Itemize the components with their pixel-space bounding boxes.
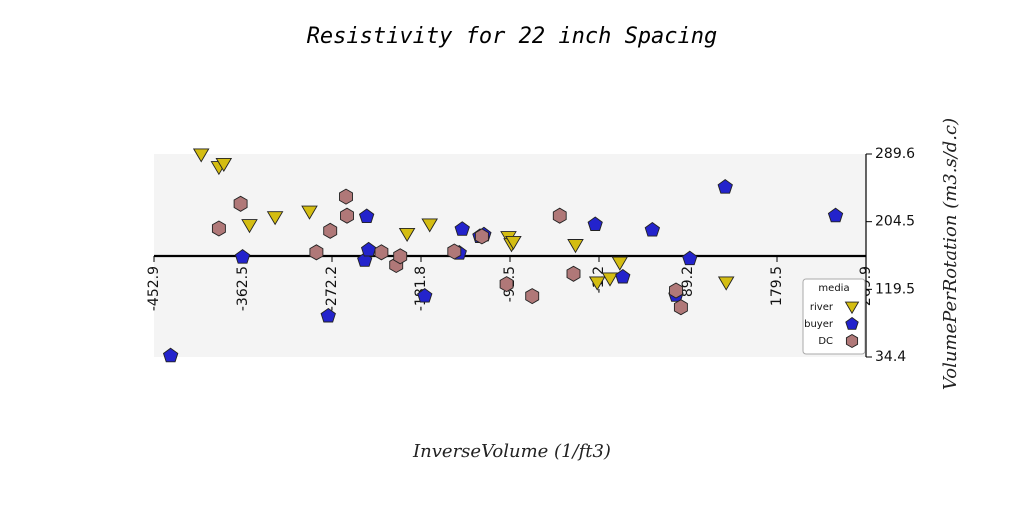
data-point-river <box>717 276 735 291</box>
x-tick-label: -362.5 <box>235 266 251 311</box>
y-tick-label: 34.4 <box>875 349 906 365</box>
y-axis-label: VolumePerRotation (m3.s/d.c) <box>940 118 961 390</box>
data-points <box>162 148 844 363</box>
data-point-dc <box>474 228 489 245</box>
y-tick-label: 204.5 <box>875 214 915 230</box>
data-point-dc <box>393 248 408 265</box>
data-point-river <box>567 239 584 254</box>
data-point-buyer <box>682 250 698 266</box>
legend-label: DC <box>818 336 833 347</box>
data-point-river <box>398 227 416 242</box>
data-point-buyer <box>360 241 377 257</box>
data-point-dc <box>669 282 683 299</box>
data-point-dc <box>447 243 462 260</box>
legend: media river buyer DC <box>802 278 866 355</box>
data-point-river <box>505 235 522 250</box>
x-tick-group: -452.9-362.5-272.2-181.8-91.5-1.289.2179… <box>146 256 874 311</box>
data-point-dc <box>499 276 514 293</box>
data-point-buyer <box>162 347 179 363</box>
data-point-buyer <box>644 221 661 237</box>
data-point-dc <box>340 207 354 224</box>
legend-marker <box>845 333 859 349</box>
legend-title: media <box>818 283 849 294</box>
data-point-river <box>215 157 233 172</box>
legend-marker <box>844 301 860 315</box>
data-point-buyer <box>615 268 631 284</box>
data-point-buyer <box>358 208 375 224</box>
x-tick-label: -452.9 <box>146 266 162 311</box>
x-axis-label: InverseVolume (1/ft3) <box>412 441 611 462</box>
data-point-dc <box>339 188 353 205</box>
legend-box <box>802 278 866 355</box>
data-point-river <box>266 211 284 226</box>
data-point-dc <box>673 299 688 316</box>
y-tick-label: 289.6 <box>875 146 915 162</box>
data-point-buyer <box>417 288 433 303</box>
legend-marker <box>845 316 859 330</box>
x-tick-label: -272.2 <box>324 266 340 311</box>
data-point-river <box>611 256 629 271</box>
data-point-dc <box>323 222 338 239</box>
data-point-river <box>588 276 606 291</box>
x-tick-label: 179.5 <box>769 266 785 306</box>
chart-title: Resistivity for 22 inch Spacing <box>307 24 718 49</box>
data-point-buyer <box>320 307 336 323</box>
data-point-dc <box>374 244 389 261</box>
data-point-dc <box>211 220 226 237</box>
legend-label: river <box>810 302 834 313</box>
legend-items: river buyer DC <box>804 301 860 349</box>
data-point-dc <box>566 265 581 282</box>
data-point-dc <box>233 195 248 212</box>
data-point-buyer <box>587 216 603 231</box>
data-point-river <box>192 148 210 163</box>
y-tick-label: 119.5 <box>875 281 915 297</box>
legend-label: buyer <box>804 319 834 330</box>
x-tick-label: 89.2 <box>680 266 696 297</box>
data-point-buyer <box>827 207 844 223</box>
data-point-buyer <box>454 221 470 236</box>
x-tick-label: -181.8 <box>413 266 429 311</box>
data-point-buyer <box>234 249 251 264</box>
data-point-dc <box>552 207 567 224</box>
data-point-river <box>601 272 619 287</box>
data-point-dc <box>525 288 540 305</box>
data-point-river <box>301 205 318 220</box>
data-point-buyer <box>717 179 733 194</box>
data-point-dc <box>309 244 324 261</box>
data-point-river <box>241 219 258 234</box>
data-point-river <box>421 218 438 233</box>
y-tick-group: 34.4 119.5 204.5 289.6 <box>866 146 915 365</box>
